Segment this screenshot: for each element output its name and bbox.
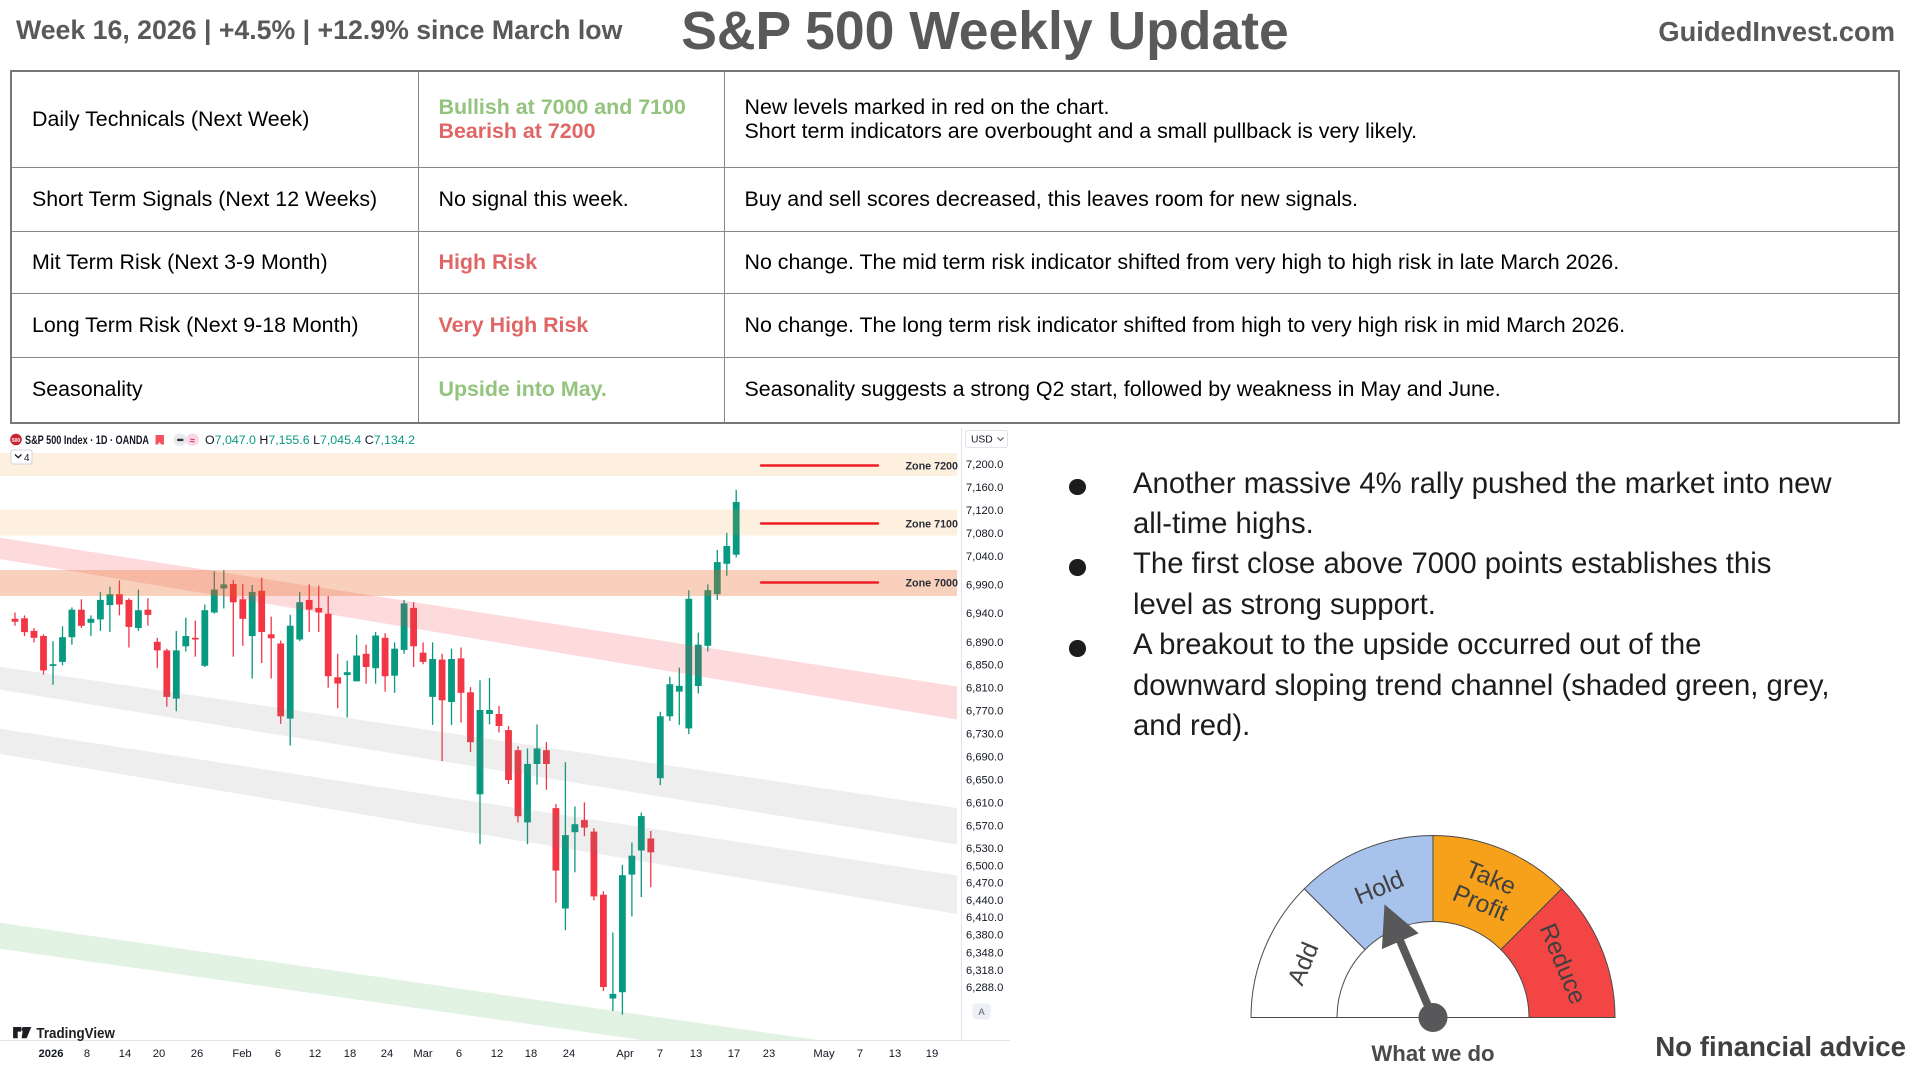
svg-text:13: 13 [690,1048,702,1060]
svg-text:2026: 2026 [39,1048,64,1060]
svg-text:6,500.0: 6,500.0 [966,861,1003,873]
svg-text:6,940.0: 6,940.0 [966,608,1003,620]
svg-text:6,610.0: 6,610.0 [966,797,1003,809]
svg-text:24: 24 [563,1048,575,1060]
svg-text:6,530.0: 6,530.0 [966,843,1003,855]
svg-text:Mar: Mar [413,1048,433,1060]
svg-text:O7,047.0 H7,155.6 L7,045.4 C7,: O7,047.0 H7,155.6 L7,045.4 C7,134.2 [205,433,415,447]
svg-text:6,570.0: 6,570.0 [966,820,1003,832]
svg-text:6,730.0: 6,730.0 [966,729,1003,741]
svg-text:6,990.0: 6,990.0 [966,579,1003,591]
svg-text:20: 20 [153,1048,165,1060]
svg-text:14: 14 [119,1048,131,1060]
svg-text:Zone 7200: Zone 7200 [906,461,959,473]
svg-text:12: 12 [309,1048,321,1060]
svg-text:7: 7 [657,1048,663,1060]
svg-text:6,318.0: 6,318.0 [966,965,1003,977]
svg-text:6: 6 [275,1048,281,1060]
svg-text:S&P 500 Index · 1D · OANDA: S&P 500 Index · 1D · OANDA [25,434,149,447]
svg-text:23: 23 [763,1048,775,1060]
svg-text:24: 24 [381,1048,393,1060]
svg-text:6,650.0: 6,650.0 [966,774,1003,786]
svg-text:18: 18 [344,1048,356,1060]
svg-text:19: 19 [926,1048,938,1060]
svg-text:6,770.0: 6,770.0 [966,706,1003,718]
svg-text:6,440.0: 6,440.0 [966,895,1003,907]
svg-text:6,690.0: 6,690.0 [966,752,1003,764]
svg-text:6,380.0: 6,380.0 [966,929,1003,941]
svg-text:Zone 7000: Zone 7000 [906,578,959,590]
svg-text:13: 13 [889,1048,901,1060]
svg-text:6,850.0: 6,850.0 [966,660,1003,672]
svg-text:26: 26 [191,1048,203,1060]
svg-text:4: 4 [24,453,30,464]
svg-text:8: 8 [84,1048,90,1060]
svg-text:TradingView: TradingView [36,1025,115,1042]
svg-text:7,160.0: 7,160.0 [966,482,1003,494]
svg-text:6,890.0: 6,890.0 [966,637,1003,649]
svg-text:7,040.0: 7,040.0 [966,551,1003,563]
svg-text:USD: USD [971,435,993,446]
svg-text:7,080.0: 7,080.0 [966,528,1003,540]
svg-text:Zone 7100: Zone 7100 [906,519,959,531]
svg-text:6: 6 [456,1048,462,1060]
svg-text:6,410.0: 6,410.0 [966,912,1003,924]
svg-text:500: 500 [12,438,21,444]
svg-text:6,288.0: 6,288.0 [966,982,1003,994]
svg-text:7: 7 [857,1048,863,1060]
svg-text:≈: ≈ [190,436,195,446]
svg-text:12: 12 [491,1048,503,1060]
svg-text:6,470.0: 6,470.0 [966,878,1003,890]
svg-text:Feb: Feb [232,1048,251,1060]
svg-text:18: 18 [525,1048,537,1060]
svg-text:6,348.0: 6,348.0 [966,948,1003,960]
svg-text:Apr: Apr [616,1048,634,1060]
svg-text:7,200.0: 7,200.0 [966,459,1003,471]
svg-text:May: May [813,1048,835,1060]
svg-text:7,120.0: 7,120.0 [966,505,1003,517]
svg-text:A: A [978,1007,985,1018]
svg-text:17: 17 [728,1048,740,1060]
svg-text:6,810.0: 6,810.0 [966,683,1003,695]
